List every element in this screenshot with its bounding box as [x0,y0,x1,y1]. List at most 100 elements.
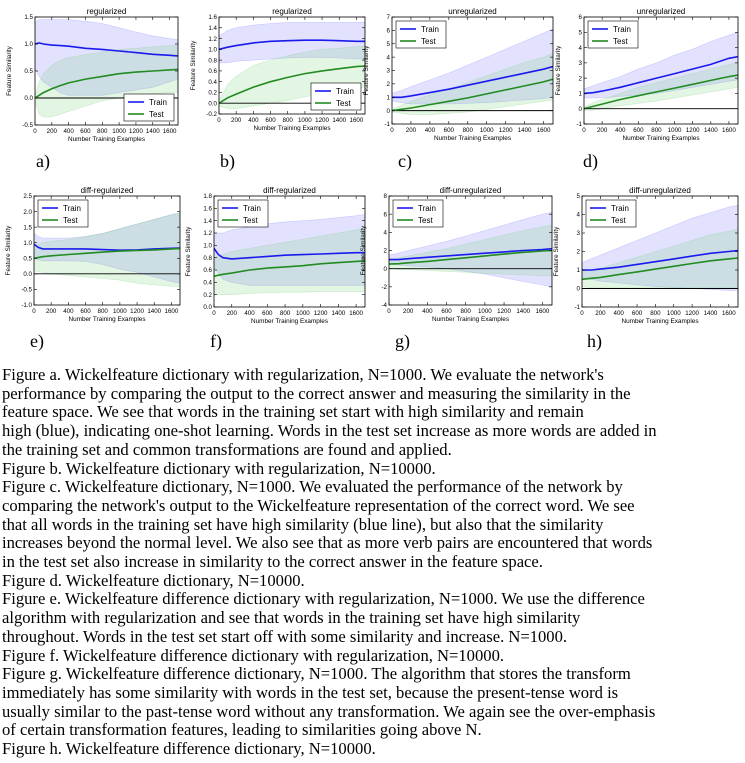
chart-title: unregularized [448,7,496,16]
y-tick-label: 0.4 [203,280,212,287]
x-tick-label: 1400 [332,117,346,124]
legend-label-train: Train [149,98,167,107]
chart-title: diff-regularized [81,186,134,195]
x-tick-label: 1400 [704,127,718,134]
panel-label: g) [395,331,410,352]
x-tick-label: 1400 [146,128,160,135]
panel-label: h) [587,331,602,352]
x-tick-label: 200 [46,308,57,315]
legend-label-train: Train [63,204,81,213]
y-tick-label: 1.6 [203,206,212,213]
series-line-train [219,39,365,51]
x-tick-label: 600 [441,308,452,315]
caption-line: Figure h. Wickelfeature difference dicti… [2,739,376,759]
x-tick-label: 1400 [331,310,345,317]
band-test [582,228,738,288]
series-line-test [584,74,738,110]
y-tick-label: 0.2 [208,90,217,97]
chart-title: regularized [272,7,312,16]
x-tick-label: 400 [422,308,433,315]
series-line-test [219,65,365,104]
x-tick-label: 600 [444,127,455,134]
caption-line: comparing the network's output to the Wi… [2,495,635,515]
y-tick-label: 6 [387,28,391,35]
x-tick-label: 0 [33,128,37,135]
band-train [219,22,365,64]
x-tick-label: 1200 [499,127,513,134]
series-line-train [582,249,738,271]
y-tick-label: 0.8 [208,57,217,64]
legend-box [37,199,89,228]
plot-area [389,212,552,288]
x-tick-label: 1600 [536,308,550,315]
y-tick-label: 5 [579,29,583,36]
plot-area [584,31,738,111]
legend-box [310,82,362,111]
legend-label-train: Train [418,204,436,213]
x-tick-label: 200 [597,127,608,134]
y-tick-label: 0.6 [208,68,217,75]
x-tick-label: 400 [614,310,625,317]
x-tick-label: 1600 [165,308,179,315]
y-tick-label: -1 [384,121,390,128]
series-line-train [392,65,553,99]
y-tick-label: -4 [381,302,387,309]
y-tick-label: 1 [577,267,581,274]
chart-title: regularized [87,7,127,16]
x-tick-label: 600 [265,117,276,124]
caption-line: Figure c. Wickelfeature dictionary, N=10… [2,477,623,497]
legend: Train Test [217,199,269,228]
band-train [584,31,738,99]
caption-line: performance by comparing the output to t… [2,383,631,403]
y-tick-label: 2 [579,75,583,82]
y-tick-label: 0.0 [24,95,33,102]
y-axis-label: Feature Similarity [5,225,12,276]
y-tick-label: 3 [579,60,583,67]
x-tick-label: 1400 [704,310,718,317]
y-tick-label: 1.4 [208,25,217,32]
y-tick-label: 2.5 [23,193,32,200]
band-test [214,228,365,295]
y-axis-label: Feature Similarity [185,226,192,277]
chart-panel-e: 0 200 400 600 800 1000 1200 1400 1600 -1.0 -0.5 0.0… [5,186,181,323]
y-tick-label: 4 [577,212,581,219]
legend-label-test: Test [613,37,628,46]
x-tick-label: 1600 [350,117,364,124]
caption-line: the training set and common transformati… [2,439,452,459]
series-line-train [35,42,178,57]
y-tick-label: 2.0 [23,209,32,216]
legend: Train Test [587,20,639,49]
x-tick-label: 400 [244,310,255,317]
x-axis-label: Number Training Examples [622,135,699,142]
chart-panel-c: 0 200 400 600 800 1000 1200 1400 1600-101234567u… [363,7,554,142]
plot-area [582,204,738,291]
caption-line: Figure b. Wickelfeature dictionary with … [2,458,436,478]
series-line-test [214,260,365,277]
series-line-train [584,55,738,95]
legend: Train Test [585,199,637,228]
x-tick-label: 800 [97,128,108,135]
x-tick-label: 1000 [113,308,127,315]
y-tick-label: -0.2 [206,111,217,118]
series-line-test [389,249,552,265]
chart-title: diff-unregularized [440,186,502,195]
chart-panel-a: 0 200 400 600 800 1000 1200 1400 1600 -0.5 0.0 0.5 1… [6,7,179,143]
y-tick-label: 0.0 [23,271,32,278]
plot-frame [218,16,366,115]
x-axis-label: Number Training Examples [68,316,145,323]
y-tick-label: -2 [381,284,387,291]
x-tick-label: 0 [217,117,221,124]
legend-label-test: Test [149,110,164,119]
x-tick-label: 600 [80,128,91,135]
legend-label-train: Train [613,25,631,34]
legend-box [123,93,175,122]
panel-label: e) [30,331,44,352]
y-tick-label: 0.4 [208,79,217,86]
series-line-test [582,257,738,281]
y-tick-label: 1 [579,91,583,98]
y-tick-label: 0 [384,266,388,273]
chart-title: diff-regularized [263,186,316,195]
band-test [389,224,552,277]
x-tick-label: 1600 [722,310,736,317]
x-tick-label: 800 [463,127,474,134]
